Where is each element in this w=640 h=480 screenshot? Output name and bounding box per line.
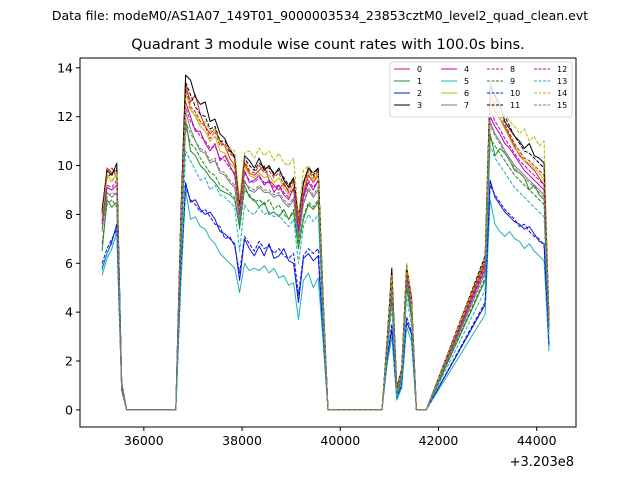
series-line-2	[101, 179, 550, 411]
legend-label-5: 5	[464, 77, 469, 86]
x-tick-label: 38000	[222, 433, 262, 448]
x-axis: 36000 38000 40000 42000 44000	[124, 427, 557, 448]
y-tick-label: 10	[57, 158, 73, 173]
series-line-9	[101, 125, 550, 411]
series-line-13	[101, 145, 550, 411]
y-tick-label: 2	[65, 354, 73, 369]
y-tick-label: 4	[65, 305, 73, 320]
series-line-10	[101, 184, 550, 411]
plot-frame	[79, 57, 577, 428]
x-tick-label: 44000	[517, 433, 557, 448]
series-line-1	[101, 118, 550, 411]
x-tick-label: 36000	[124, 433, 164, 448]
chart-title: Quadrant 3 module wise count rates with …	[131, 37, 525, 53]
y-tick-label: 8	[65, 207, 73, 222]
series-line-5	[101, 189, 550, 411]
legend-label-15: 15	[557, 101, 567, 110]
x-offset-label: +3.203e8	[510, 455, 574, 470]
legend-label-13: 13	[557, 77, 567, 86]
x-tick-label: 42000	[419, 433, 459, 448]
series-line-15	[101, 121, 550, 411]
y-tick-label: 6	[65, 256, 73, 271]
legend-label-10: 10	[510, 89, 520, 98]
legend-label-11: 11	[510, 101, 520, 110]
file-label: Data file: modeM0/AS1A07_149T01_90000035…	[52, 8, 588, 23]
legend-label-0: 0	[417, 65, 422, 74]
y-axis: 0 2 4 6 8 10 12 14	[57, 60, 80, 417]
legend-label-6: 6	[464, 89, 469, 98]
legend-label-9: 9	[510, 77, 515, 86]
legend-label-14: 14	[557, 89, 567, 98]
series-line-12	[101, 106, 550, 411]
legend-label-8: 8	[510, 65, 515, 74]
legend-label-2: 2	[417, 89, 422, 98]
legend-label-3: 3	[417, 101, 422, 110]
y-tick-label: 0	[65, 402, 73, 417]
x-tick-label: 40000	[320, 433, 360, 448]
legend-label-12: 12	[557, 65, 567, 74]
legend-box	[389, 61, 573, 118]
legend-label-4: 4	[464, 65, 469, 74]
y-tick-label: 12	[57, 109, 73, 124]
plot-lines	[101, 74, 550, 411]
legend-label-7: 7	[464, 101, 469, 110]
y-tick-label: 14	[57, 60, 73, 75]
legend-label-1: 1	[417, 77, 422, 86]
